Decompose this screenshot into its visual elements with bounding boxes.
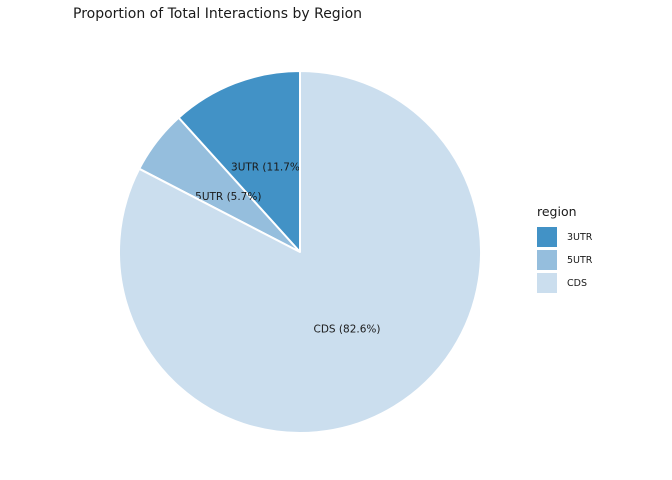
pie-label-cds: CDS (82.6%) bbox=[314, 323, 381, 335]
legend-title: region bbox=[537, 204, 577, 219]
pie-slice-3utr bbox=[177, 70, 301, 253]
legend-label-3utr: 3UTR bbox=[567, 231, 593, 243]
pie-label-3utr: 3UTR (11.7%) bbox=[231, 162, 304, 174]
legend-swatch-3utr bbox=[537, 227, 557, 247]
pie-label-5utr: 5UTR (5.7%) bbox=[195, 191, 261, 203]
pie-slice-cds bbox=[118, 70, 482, 434]
legend-item-3utr: 3UTR bbox=[537, 227, 592, 247]
chart-title: Proportion of Total Interactions by Regi… bbox=[73, 6, 363, 22]
legend-label-5utr: 5UTR bbox=[567, 254, 593, 266]
legend-swatch-5utr bbox=[537, 250, 557, 270]
legend-item-5utr: 5UTR bbox=[537, 250, 592, 270]
legend-swatch-cds bbox=[537, 273, 557, 293]
legend-label-cds: CDS bbox=[567, 277, 587, 289]
legend-item-cds: CDS bbox=[537, 273, 592, 293]
legend: region 3UTR 5UTR CDS bbox=[537, 205, 592, 296]
